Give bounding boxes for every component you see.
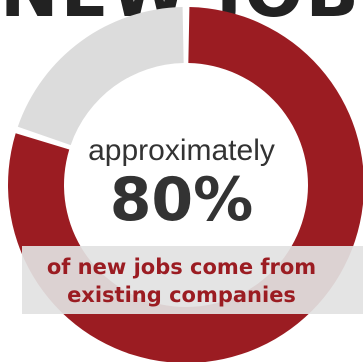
donut-slice-other [17,7,184,146]
caption-line-1: of new jobs come from [46,255,317,279]
percent-value: 80% [109,165,254,235]
caption-line-2: existing companies [67,283,296,307]
caption-band [22,246,363,314]
approximately-label: approximately [88,134,275,167]
caption: of new jobs come from existing companies [0,253,363,309]
